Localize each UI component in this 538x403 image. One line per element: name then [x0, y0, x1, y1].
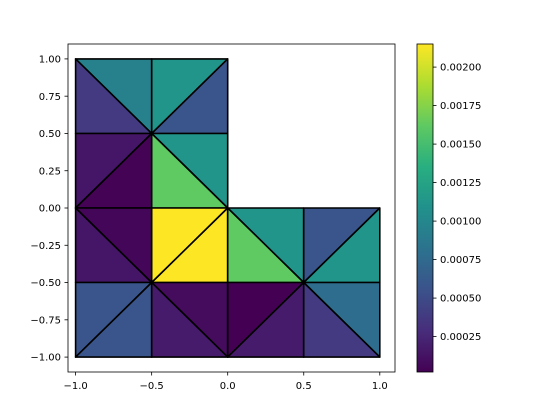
x-tick-label: 0.0 [220, 381, 236, 392]
y-tick-label: −0.50 [30, 278, 61, 289]
colorbar-tick-label: 0.00075 [440, 255, 481, 266]
y-tick-label: 0.50 [39, 129, 61, 140]
colorbar-tick-label: 0.00050 [440, 294, 481, 305]
colorbar-tick-label: 0.00125 [440, 178, 481, 189]
colorbar: 0.00025 0.00050 0.00075 0.00100 0.00125 0.001… [416, 43, 481, 373]
colorbar-tick-label: 0.00150 [440, 140, 481, 151]
x-tick-label: 1.0 [372, 381, 388, 392]
triangle-cell-19 [150, 281, 229, 358]
y-tick-label: 1.00 [39, 55, 61, 66]
y-axis: 1.00 0.75 0.50 0.25 0.00 −0.25 −0.50 −0.75 −1.00 [30, 55, 68, 364]
colorbar-tick-label: 0.00025 [440, 332, 481, 343]
x-tick-label: 0.5 [296, 381, 312, 392]
y-tick-label: 0.25 [39, 166, 61, 177]
y-tick-label: 0.00 [39, 204, 61, 215]
triangle-cell-23 [302, 281, 381, 358]
colorbar-tick-label: 0.00200 [440, 63, 481, 74]
y-tick-label: −0.75 [30, 315, 61, 326]
colorbar-tick-label: 0.00100 [440, 217, 481, 228]
x-tick-label: −0.5 [140, 381, 164, 392]
y-tick-label: −0.25 [30, 241, 61, 252]
y-tick-label: −1.00 [30, 353, 61, 364]
y-tick-label: 0.75 [39, 92, 61, 103]
colorbar-tick-label: 0.00175 [440, 101, 481, 112]
x-tick-label: −1.0 [63, 381, 87, 392]
plot-area [67, 43, 396, 373]
colorbar-gradient [416, 43, 434, 373]
x-axis: −1.0 −0.5 0.0 0.5 1.0 [63, 372, 388, 392]
